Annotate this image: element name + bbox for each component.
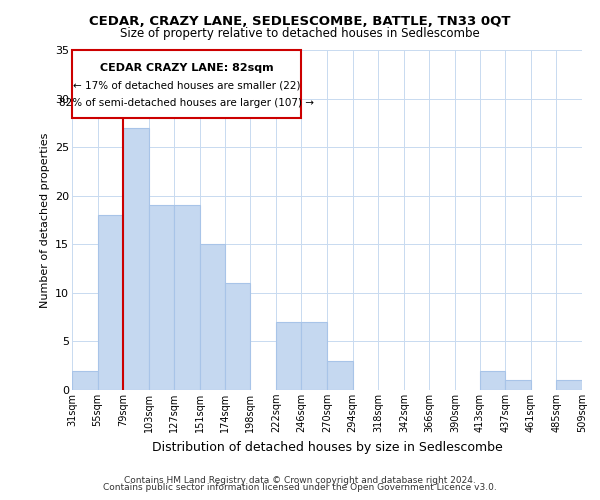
Bar: [175, 206, 200, 390]
Bar: [301, 322, 327, 390]
Text: CEDAR CRAZY LANE: 82sqm: CEDAR CRAZY LANE: 82sqm: [100, 62, 274, 72]
Text: 82% of semi-detached houses are larger (107) →: 82% of semi-detached houses are larger (…: [59, 98, 314, 108]
Text: Size of property relative to detached houses in Sedlescombe: Size of property relative to detached ho…: [120, 28, 480, 40]
Bar: [276, 322, 301, 390]
Text: Contains public sector information licensed under the Open Government Licence v3: Contains public sector information licen…: [103, 484, 497, 492]
Bar: [505, 380, 531, 390]
Bar: [149, 206, 175, 390]
Bar: [98, 215, 123, 390]
Bar: [556, 380, 582, 390]
Bar: [72, 370, 98, 390]
Bar: [479, 370, 505, 390]
X-axis label: Distribution of detached houses by size in Sedlescombe: Distribution of detached houses by size …: [152, 440, 502, 454]
Bar: [200, 244, 224, 390]
Text: CEDAR, CRAZY LANE, SEDLESCOMBE, BATTLE, TN33 0QT: CEDAR, CRAZY LANE, SEDLESCOMBE, BATTLE, …: [89, 15, 511, 28]
Bar: [224, 283, 250, 390]
Text: Contains HM Land Registry data © Crown copyright and database right 2024.: Contains HM Land Registry data © Crown c…: [124, 476, 476, 485]
FancyBboxPatch shape: [72, 50, 301, 118]
Bar: [123, 128, 149, 390]
Text: ← 17% of detached houses are smaller (22): ← 17% of detached houses are smaller (22…: [73, 80, 301, 90]
Y-axis label: Number of detached properties: Number of detached properties: [40, 132, 50, 308]
Bar: [327, 361, 353, 390]
